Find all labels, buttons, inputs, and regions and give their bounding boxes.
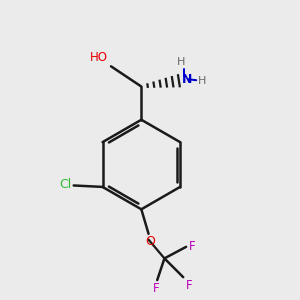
- Text: Cl: Cl: [59, 178, 71, 190]
- Text: HO: HO: [89, 51, 107, 64]
- Text: F: F: [152, 282, 159, 296]
- Text: F: F: [185, 280, 192, 292]
- Text: H: H: [177, 57, 185, 67]
- Text: N: N: [182, 73, 193, 86]
- Text: F: F: [188, 240, 195, 253]
- Text: H: H: [198, 76, 206, 86]
- Text: O: O: [145, 235, 155, 248]
